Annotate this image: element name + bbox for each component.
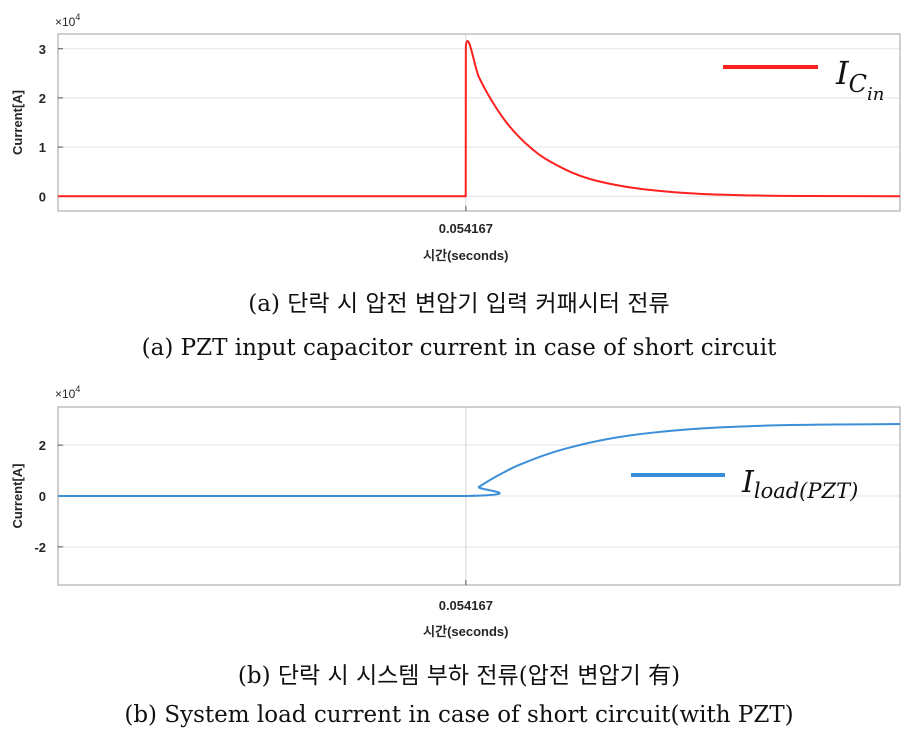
y-axis-label: Current[A] [10,464,25,529]
y-scale-exponent: ×104 [55,384,80,401]
legend-subsubscript: in [867,84,884,105]
caption-english: (b) System load current in case of short… [124,702,793,728]
x-axis-label: 시간(seconds) [423,624,508,639]
x-tick-label: 0.054167 [439,221,493,236]
y-tick-label: -2 [34,540,46,555]
legend-symbol: I [741,465,755,500]
y-tick-label: 0 [39,489,46,504]
caption-korean: (a) 단락 시 압전 변압기 입력 커패시터 전류 [248,291,669,317]
y-scale-exponent: ×104 [55,12,80,29]
series-line-ic-in [58,40,901,198]
y-tick-label: 2 [39,438,46,453]
x-tick-label: 0.054167 [439,598,493,613]
legend-symbol: I [835,54,850,92]
caption-english: (a) PZT input capacitor current in case … [142,335,777,361]
y-tick-label: 3 [39,42,46,57]
legend-subscript: load(PZT) [754,479,858,503]
legend-label: Iload(PZT) [741,465,858,503]
y-scale-power: 4 [75,12,80,22]
plot-area [58,34,900,211]
series-line-iload-pzt [58,423,901,497]
y-axis-label: Current[A] [10,90,25,155]
legend-subscript: C [849,70,867,98]
axes-frame [57,33,901,212]
chart-a: 0 1 2 3 0.054167 시간(seconds) Current[A] ×104 ICi… [10,12,901,361]
caption-korean: (b) 단락 시 시스템 부하 전류(압전 변압기 有) [238,663,680,689]
x-axis-label: 시간(seconds) [423,248,508,263]
y-scale-power: 4 [75,384,80,394]
y-scale-base: ×10 [55,387,76,401]
y-tick-label: 0 [39,189,46,204]
legend: ICin [723,54,884,105]
y-scale-base: ×10 [55,15,76,29]
y-tick-label: 2 [39,91,46,106]
legend: Iload(PZT) [631,465,858,503]
legend-label: ICin [835,54,884,105]
chart-b: -2 0 2 0.054167 시간(seconds) Current[A] ×104 Ilo… [10,384,901,728]
y-tick-label: 1 [39,140,46,155]
